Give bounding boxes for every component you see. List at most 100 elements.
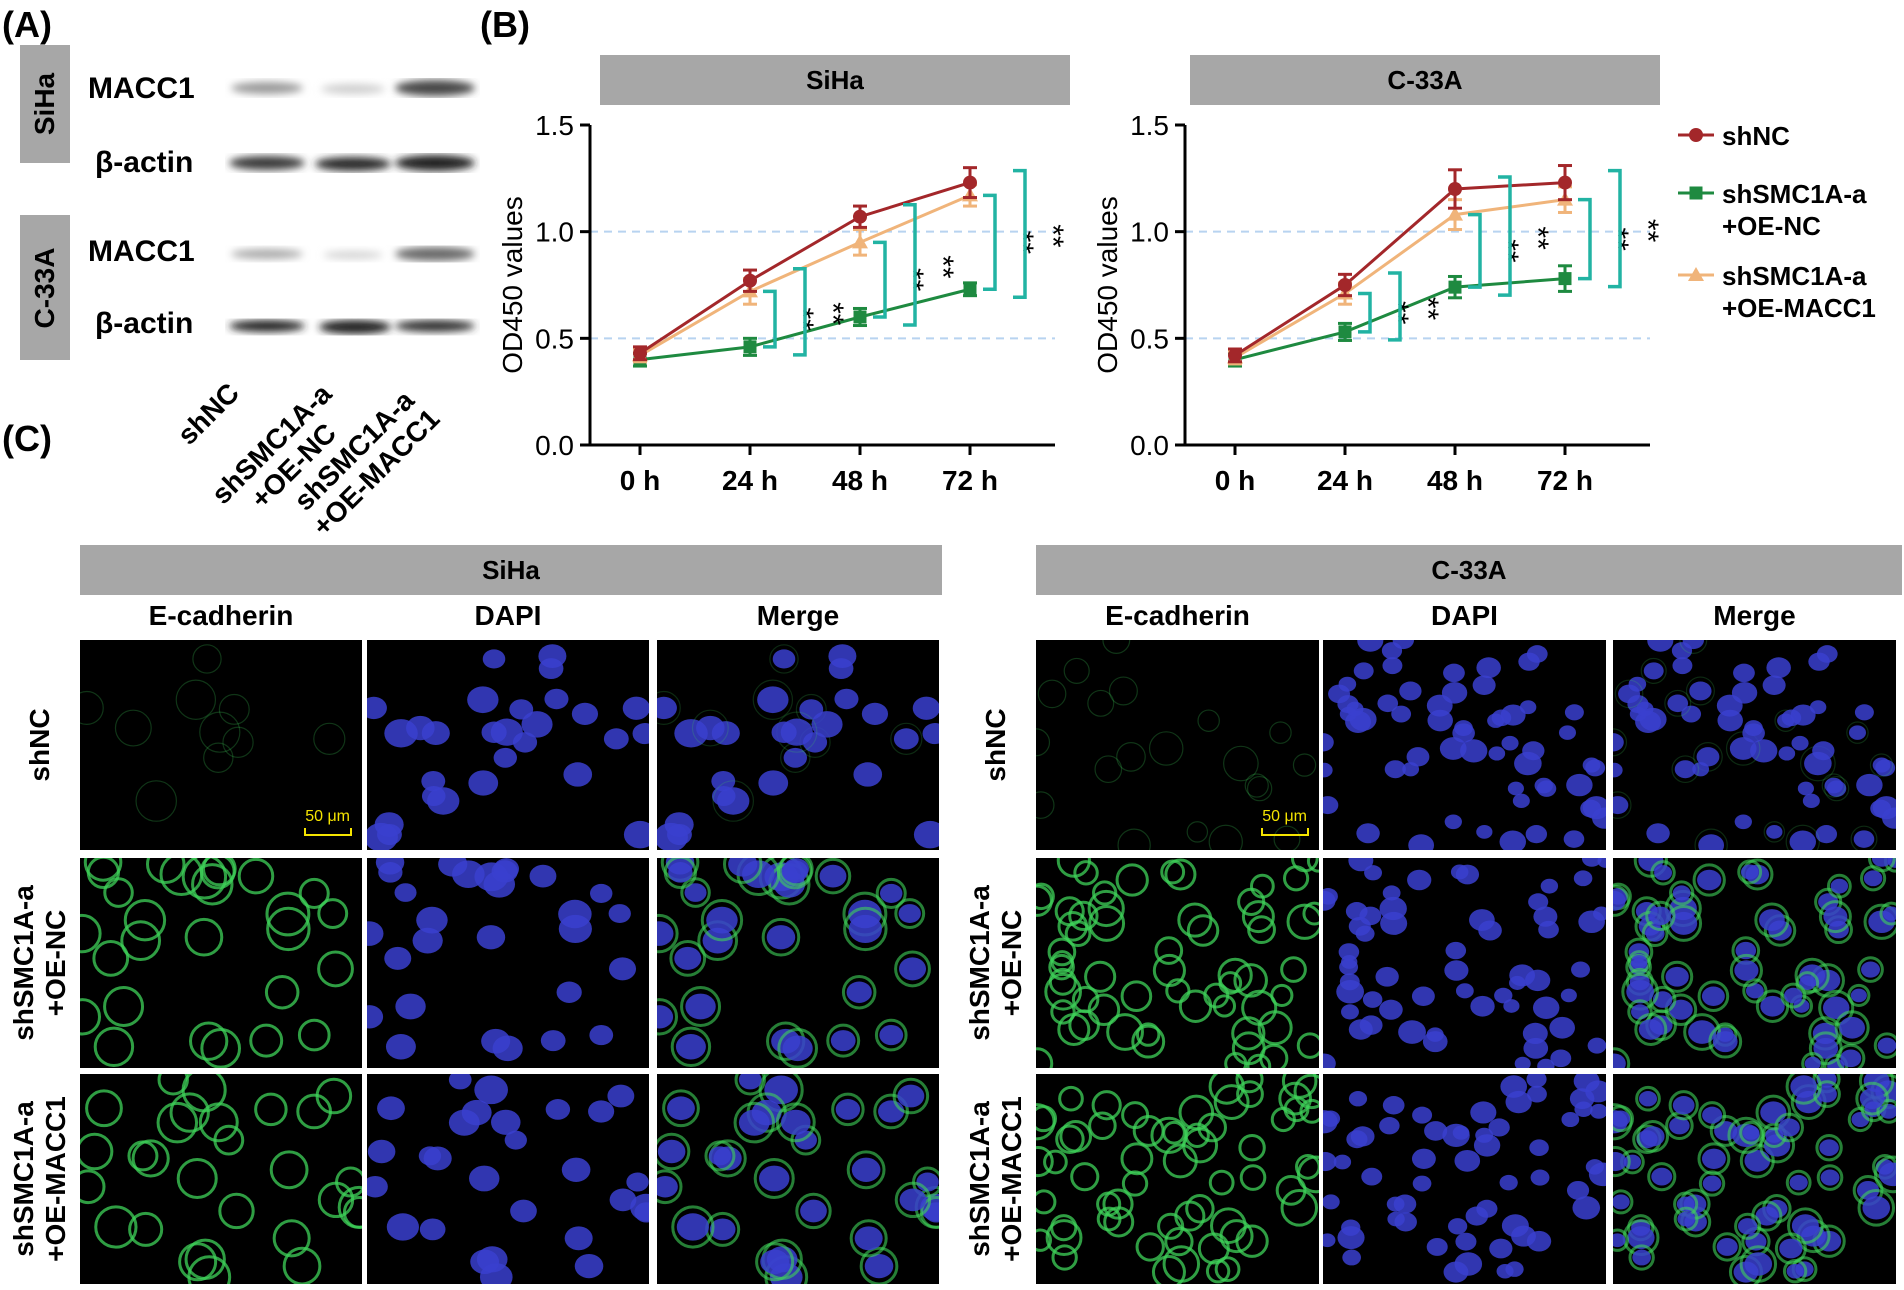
data-point-1-2 [853, 310, 867, 324]
panel-label-a: (A) [2, 4, 52, 45]
legend-label-2-0: shSMC1A-a [1722, 261, 1867, 291]
sig-bracket-outer-1 [1498, 175, 1512, 297]
sig-label-outer-0: ** [1411, 297, 1444, 321]
if-row-header-0-0: shNC [24, 708, 55, 782]
if-column-header-1-1: DAPI [1431, 600, 1498, 631]
blot-c33a-macc1 [231, 247, 475, 261]
sig-bracket-outer-0 [1388, 271, 1402, 342]
blot-c33a-actin [229, 320, 475, 334]
if-row-header-1-1: shSMC1A-a +OE-NC [964, 885, 1027, 1041]
data-point-0-0 [1228, 348, 1242, 363]
blot-siha-actin [229, 155, 475, 171]
sig-bracket-inner-0 [1358, 291, 1372, 334]
sig-bracket-inner-1 [1468, 212, 1482, 289]
sig-label-outer-1: ** [926, 255, 959, 279]
if-image-0-1-2 [657, 858, 939, 1068]
sig-label-inner-2: ** [1601, 227, 1634, 251]
if-image-0-0-1 [367, 640, 649, 850]
y-tick-label-0: 0.0 [535, 430, 574, 461]
if-image-0-2-1 [367, 1074, 649, 1284]
sig-label-inner-1: ** [896, 268, 929, 292]
if-row-header-0-1: shSMC1A-a +OE-NC [8, 885, 71, 1041]
x-tick-label-2: 48 h [1427, 465, 1483, 496]
y-tick-label-0: 0.0 [1130, 430, 1169, 461]
legend-label-1-1: +OE-NC [1722, 211, 1821, 241]
sig-label-inner-0: ** [786, 307, 819, 331]
od450-chart-c33a: 0.0 0.5 1.0 1.5 0 h 24 h 48 h 72 h OD450 values *… [1092, 110, 1664, 496]
western-blot-image [229, 80, 475, 334]
y-tick-label-1: 0.5 [1130, 323, 1169, 354]
blot-siha-macc1 [231, 80, 475, 96]
if-image-0-1-0 [80, 858, 362, 1068]
legend-marker-1 [1689, 186, 1703, 200]
sig-label-outer-2: ** [1036, 224, 1069, 248]
data-point-0-2 [1448, 182, 1462, 196]
data-point-1-3 [963, 282, 977, 296]
y-axis-label: OD450 values [1092, 196, 1123, 373]
lane-label-shnc: shNC [171, 377, 246, 451]
if-image-0-2-0 [80, 1074, 362, 1284]
blot-label-actin-c33a: β-actin [95, 307, 194, 340]
if-header-siha: SiHa [80, 545, 942, 595]
scale-bar-label: 50 μm [305, 808, 350, 825]
if-image-0-0-2 [657, 640, 939, 850]
sig-label-outer-1: ** [1521, 226, 1554, 250]
scale-bar [304, 828, 352, 836]
data-point-0-2 [853, 209, 867, 224]
od450-chart-siha: 0.0 0.5 1.0 1.5 0 h 24 h 48 h 72 h OD450 values *… [497, 110, 1069, 496]
y-tick-label-2: 1.0 [1130, 217, 1169, 248]
data-point-1-3 [1558, 272, 1572, 286]
y-tick-label-1: 0.5 [535, 323, 574, 354]
if-image-1-0-1 [1323, 640, 1606, 850]
panel-label-c: (C) [2, 418, 52, 459]
data-point-1-1 [743, 340, 757, 354]
y-axis-label: OD450 values [497, 196, 528, 373]
x-tick-label-1: 24 h [722, 465, 778, 496]
x-tick-label-0: 0 h [620, 465, 660, 496]
blot-label-actin-siha: β-actin [95, 146, 194, 179]
if-row-header-0-2: shSMC1A-a +OE-MACC1 [8, 1096, 71, 1262]
if-image-1-0-0: 50 μm [1036, 640, 1319, 850]
x-tick-label-1: 24 h [1317, 465, 1373, 496]
x-tick-label-3: 72 h [1537, 465, 1593, 496]
sig-bracket-inner-1 [873, 240, 887, 319]
blot-label-macc1-siha: MACC1 [88, 72, 195, 105]
series-line-0 [639, 181, 971, 355]
blot-tab-siha: SiHa [20, 45, 70, 163]
if-column-header-0-2: Merge [756, 600, 840, 631]
data-point-2-2 [852, 234, 868, 249]
if-image-1-2-2 [1613, 1074, 1896, 1284]
y-tick-label-3: 1.5 [535, 110, 574, 141]
if-column-header-0-0: E-cadherin [148, 600, 294, 631]
if-row-header-1-2: shSMC1A-a +OE-MACC1 [964, 1096, 1027, 1262]
legend-label-0-0: shNC [1722, 121, 1790, 151]
data-point-0-0 [633, 346, 647, 361]
y-tick-label-2: 1.0 [535, 217, 574, 248]
sig-label-outer-2: ** [1631, 219, 1664, 243]
sig-label-outer-0: ** [816, 302, 849, 326]
sig-label-inner-0: ** [1381, 301, 1414, 325]
if-image-1-2-1 [1323, 1074, 1606, 1284]
scale-bar [1261, 828, 1309, 836]
legend-marker-2 [1688, 267, 1704, 281]
legend-label-1-0: shSMC1A-a [1722, 179, 1867, 209]
if-image-0-1-1 [367, 858, 649, 1068]
if-column-header-1-2: Merge [1713, 600, 1796, 631]
sig-bracket-outer-1 [903, 202, 917, 327]
data-point-0-1 [743, 273, 757, 288]
if-image-1-1-0 [1036, 858, 1319, 1068]
chart-header-siha: SiHa [600, 55, 1070, 105]
if-image-1-0-2 [1613, 640, 1896, 850]
sig-label-inner-2: ** [1006, 231, 1039, 255]
panel-label-b: (B) [480, 4, 530, 45]
if-image-1-1-1 [1323, 858, 1606, 1068]
x-tick-label-2: 48 h [832, 465, 888, 496]
if-image-1-2-0 [1036, 1074, 1319, 1284]
if-image-0-2-2 [657, 1074, 939, 1284]
if-image-0-0-0: 50 μm [80, 640, 362, 850]
if-header-c33a: C-33A [1036, 545, 1902, 595]
sig-bracket-outer-2 [1013, 168, 1027, 300]
blot-label-macc1-c33a: MACC1 [88, 235, 195, 268]
if-image-1-1-2 [1613, 858, 1896, 1068]
